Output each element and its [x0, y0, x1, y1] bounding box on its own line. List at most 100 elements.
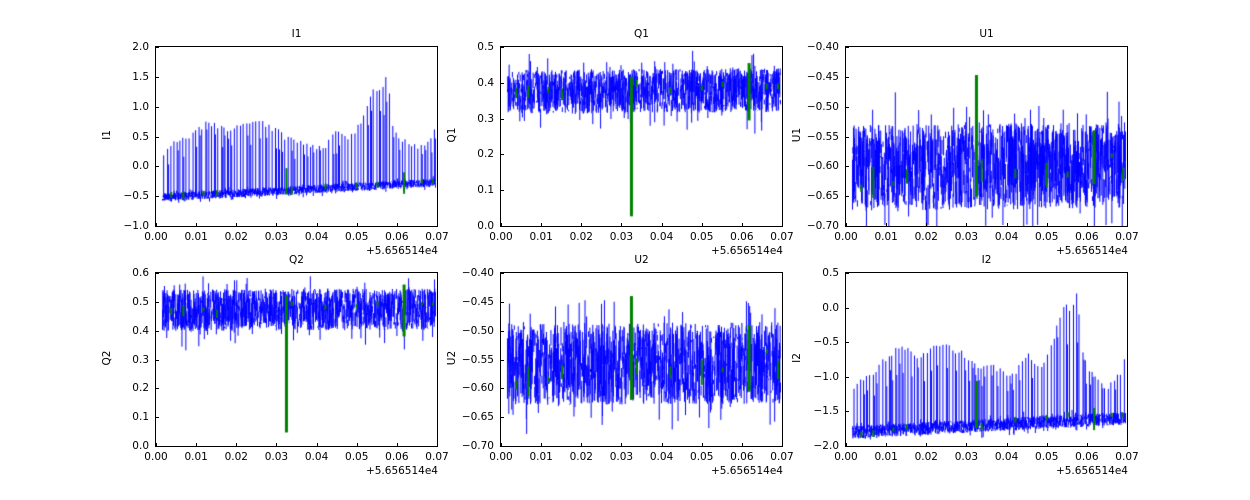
- x-tick-label: 0.06: [1075, 451, 1099, 463]
- y-tick-label: −0.40: [806, 41, 839, 53]
- x-tick-label: 0.02: [224, 231, 248, 243]
- x-tick-label: 0.03: [954, 231, 979, 243]
- y-tick-mark: [845, 77, 849, 78]
- y-tick-mark: [155, 360, 159, 361]
- x-tick-mark: [437, 443, 438, 447]
- x-tick-label: 0.04: [304, 231, 329, 243]
- x-tick-mark: [236, 223, 237, 227]
- y-tick-label: −0.5: [813, 336, 840, 349]
- x-tick-mark: [702, 443, 703, 447]
- y-tick-label: −0.50: [461, 324, 494, 337]
- axes-frame-i1: [155, 46, 438, 227]
- data-trace-u2: [501, 273, 782, 446]
- y-tick-mark: [155, 273, 159, 274]
- panel-title-u1: U1: [979, 28, 994, 40]
- x-tick-label: 0.07: [425, 451, 449, 463]
- y-tick-mark: [155, 77, 159, 78]
- x-tick-mark: [501, 443, 502, 447]
- y-tick-label: −1.5: [813, 405, 840, 418]
- y-tick-mark: [500, 360, 504, 361]
- x-tick-mark: [621, 443, 622, 447]
- x-tick-label: 0.05: [1035, 451, 1059, 463]
- panel-title-q2: Q2: [289, 254, 304, 266]
- x-tick-mark: [846, 223, 847, 227]
- x-tick-mark: [541, 443, 542, 447]
- data-trace-q2: [156, 273, 437, 446]
- data-trace-i2: [846, 273, 1127, 446]
- x-tick-label: 0.01: [184, 231, 208, 243]
- y-tick-mark: [500, 47, 504, 48]
- x-tick-label: 0.03: [264, 231, 289, 243]
- y-tick-mark: [500, 446, 504, 447]
- data-trace-i1: [156, 47, 437, 226]
- y-tick-label: 0.0: [822, 301, 839, 314]
- y-tick-label: −0.40: [461, 267, 494, 279]
- x-tick-label: 0.06: [385, 231, 409, 243]
- x-tick-mark: [886, 443, 887, 447]
- data-trace-q1: [501, 47, 782, 226]
- x-tick-label: 0.05: [345, 451, 369, 463]
- x-tick-label: 0.07: [770, 451, 794, 463]
- y-tick-mark: [845, 377, 849, 378]
- y-tick-mark: [845, 137, 849, 138]
- x-tick-mark: [1007, 223, 1008, 227]
- y-tick-mark: [500, 388, 504, 389]
- y-tick-label: −0.70: [806, 220, 839, 232]
- y-tick-label: 1.5: [132, 70, 149, 83]
- y-tick-label: −0.65: [461, 411, 494, 424]
- axes-frame-i2: [845, 272, 1128, 447]
- x-tick-label: 0.06: [385, 451, 409, 463]
- axes-frame-u1: [845, 46, 1128, 227]
- x-tick-mark: [156, 443, 157, 447]
- y-tick-mark: [155, 417, 159, 418]
- y-tick-mark: [500, 119, 504, 120]
- y-tick-mark: [845, 47, 849, 48]
- x-tick-label: 0.06: [730, 451, 754, 463]
- axes-frame-q2: [155, 272, 438, 447]
- x-tick-mark: [397, 443, 398, 447]
- x-tick-mark: [782, 223, 783, 227]
- y-tick-label: 0.5: [132, 295, 149, 308]
- y-tick-mark: [845, 226, 849, 227]
- y-tick-mark: [155, 196, 159, 197]
- x-tick-label: 0.05: [1035, 231, 1059, 243]
- y-tick-label: −0.55: [461, 353, 494, 366]
- y-tick-mark: [845, 308, 849, 309]
- x-tick-mark: [276, 443, 277, 447]
- x-tick-mark: [926, 443, 927, 447]
- x-tick-mark: [317, 223, 318, 227]
- y-tick-label: −0.50: [806, 100, 839, 113]
- y-tick-label: 0.1: [132, 411, 149, 424]
- x-tick-label: 0.00: [834, 451, 858, 463]
- y-tick-label: 0.5: [822, 267, 839, 279]
- x-tick-mark: [196, 443, 197, 447]
- y-tick-label: −0.5: [123, 190, 150, 203]
- y-tick-mark: [155, 446, 159, 447]
- x-tick-mark: [1047, 223, 1048, 227]
- y-tick-label: −0.70: [461, 440, 494, 452]
- x-tick-label: 0.07: [425, 231, 449, 243]
- y-tick-label: 0.5: [477, 41, 494, 53]
- x-tick-mark: [437, 223, 438, 227]
- x-tick-label: 0.03: [609, 231, 634, 243]
- x-tick-mark: [1087, 443, 1088, 447]
- y-tick-mark: [845, 273, 849, 274]
- y-tick-mark: [845, 446, 849, 447]
- y-tick-label: 0.0: [132, 160, 149, 173]
- x-tick-mark: [397, 223, 398, 227]
- y-tick-label: −0.45: [461, 295, 494, 308]
- x-tick-label: 0.04: [994, 451, 1019, 463]
- y-tick-label: 1.0: [132, 100, 149, 113]
- x-tick-mark: [501, 223, 502, 227]
- panel-title-i1: I1: [291, 28, 302, 40]
- x-tick-mark: [662, 223, 663, 227]
- x-tick-label: 0.03: [264, 451, 289, 463]
- x-tick-label: 0.01: [874, 231, 898, 243]
- x-tick-label: 0.03: [609, 451, 634, 463]
- x-tick-label: 0.01: [529, 231, 553, 243]
- x-tick-mark: [357, 223, 358, 227]
- x-tick-mark: [742, 443, 743, 447]
